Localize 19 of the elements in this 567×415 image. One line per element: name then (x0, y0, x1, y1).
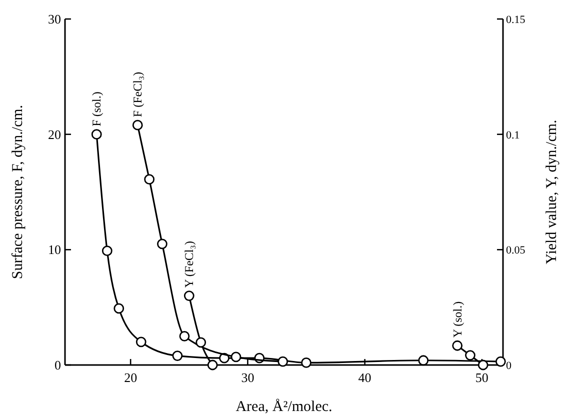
y2-axis-title: Yield value, Y, dyn./cm. (544, 120, 560, 264)
y-axis-title: Surface pressure, F, dyn./cm. (10, 104, 26, 280)
y2-tick-label: 0.05 (506, 244, 526, 257)
x-tick-label: 40 (358, 370, 372, 385)
text: Y (sol.) (450, 301, 464, 338)
x-tick-label: 20 (124, 370, 138, 385)
y-tick-label: 10 (48, 242, 61, 258)
x-tick-label: 50 (475, 370, 488, 385)
y2-tick-label: 0 (506, 360, 512, 372)
text: F (FeCl₃) (130, 72, 145, 118)
y2-tick-label: 0.15 (506, 14, 526, 26)
y2-tick-label: 0.1 (506, 129, 520, 142)
y-tick-label: 30 (48, 12, 61, 26)
y-tick-label: 20 (48, 126, 61, 142)
x-axis-title: Area, Å²/molec. (236, 398, 332, 415)
text: Y (FeCl₃) (182, 241, 196, 288)
y-tick-label: 0 (54, 358, 61, 372)
text: F (sol.) (90, 92, 104, 126)
x-tick-label: 30 (241, 370, 254, 385)
